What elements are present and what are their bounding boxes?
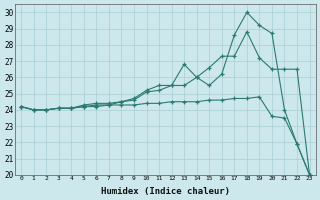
- X-axis label: Humidex (Indice chaleur): Humidex (Indice chaleur): [101, 187, 230, 196]
